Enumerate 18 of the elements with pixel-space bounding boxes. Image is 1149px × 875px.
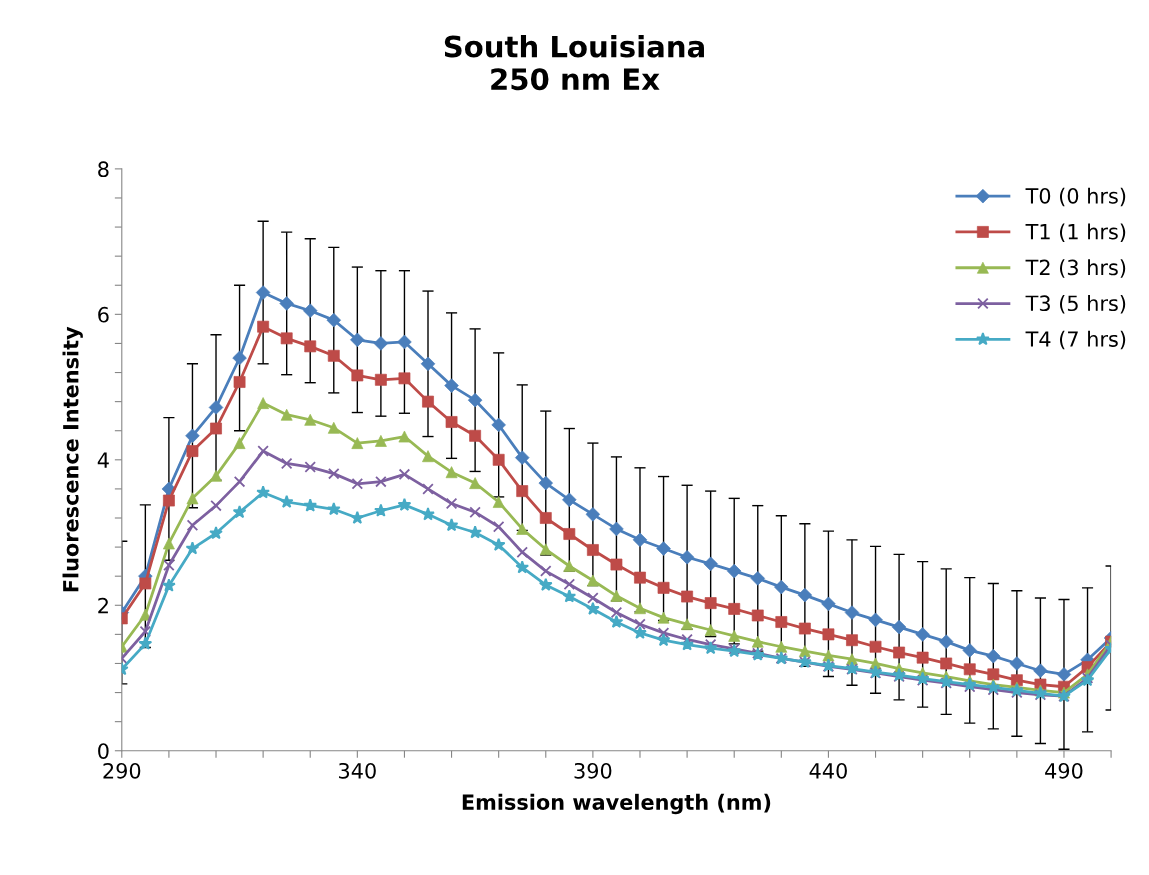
- legend-label: T3 (5 hrs): [1025, 294, 1126, 314]
- y-tick-label: 0: [98, 743, 109, 759]
- y-tick-label: 8: [98, 161, 109, 178]
- x-axis-title: Emission wavelength (nm): [462, 793, 771, 815]
- legend-label: T2 (3 hrs): [1025, 259, 1126, 278]
- x-tick-label: 340: [339, 762, 376, 779]
- y-tick-label: 2: [98, 597, 108, 614]
- y-tick-label: 4: [97, 452, 109, 468]
- legend-label: T1 (1 hrs): [1025, 223, 1126, 242]
- x-tick-label: 440: [809, 762, 847, 779]
- chart-title: South Louisiana 250 nm Ex: [444, 35, 704, 91]
- x-tick-label: 390: [574, 762, 612, 779]
- y-tick-label: 6: [98, 306, 109, 323]
- legend-label: T0 (0 hrs): [1025, 187, 1126, 207]
- x-tick-label: 490: [1045, 762, 1083, 779]
- y-axis-title: Fluorescence Intensity: [62, 326, 83, 592]
- legend-label: T4 (7 hrs): [1025, 330, 1126, 350]
- x-tick-label: 290: [103, 762, 141, 779]
